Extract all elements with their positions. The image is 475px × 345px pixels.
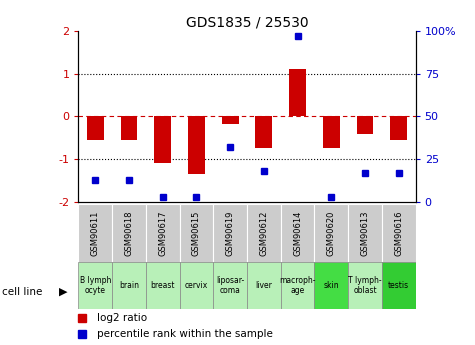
FancyBboxPatch shape [112, 262, 146, 309]
Bar [256, 117, 272, 148]
FancyBboxPatch shape [314, 262, 348, 309]
FancyBboxPatch shape [314, 204, 348, 264]
FancyBboxPatch shape [213, 262, 247, 309]
Bar [188, 117, 205, 174]
Text: GSM90611: GSM90611 [91, 211, 100, 256]
Text: cell line: cell line [2, 287, 43, 296]
FancyBboxPatch shape [382, 204, 416, 264]
FancyBboxPatch shape [146, 204, 180, 264]
Text: GSM90615: GSM90615 [192, 211, 201, 256]
Text: liposar-
coma: liposar- coma [216, 276, 244, 295]
FancyBboxPatch shape [180, 204, 213, 264]
Text: log2 ratio: log2 ratio [97, 313, 147, 323]
Bar [154, 117, 171, 164]
Text: macroph-
age: macroph- age [279, 276, 316, 295]
Text: GSM90613: GSM90613 [361, 211, 370, 256]
Bar [121, 117, 137, 140]
FancyBboxPatch shape [112, 204, 146, 264]
Text: GSM90619: GSM90619 [226, 211, 235, 256]
FancyBboxPatch shape [382, 262, 416, 309]
FancyBboxPatch shape [78, 262, 112, 309]
Text: GSM90617: GSM90617 [158, 211, 167, 256]
Text: GSM90618: GSM90618 [124, 211, 133, 256]
FancyBboxPatch shape [247, 204, 281, 264]
Text: GSM90620: GSM90620 [327, 211, 336, 256]
FancyBboxPatch shape [281, 204, 314, 264]
FancyBboxPatch shape [146, 262, 180, 309]
Title: GDS1835 / 25530: GDS1835 / 25530 [186, 16, 308, 30]
Text: skin: skin [323, 281, 339, 290]
Bar [390, 117, 407, 140]
Bar [87, 117, 104, 140]
Text: B lymph
ocyte: B lymph ocyte [79, 276, 111, 295]
Text: brain: brain [119, 281, 139, 290]
Text: GSM90612: GSM90612 [259, 211, 268, 256]
Text: GSM90614: GSM90614 [293, 211, 302, 256]
FancyBboxPatch shape [348, 262, 382, 309]
FancyBboxPatch shape [348, 204, 382, 264]
FancyBboxPatch shape [78, 204, 112, 264]
Bar [222, 117, 238, 124]
Text: cervix: cervix [185, 281, 208, 290]
Text: ▶: ▶ [59, 287, 68, 296]
FancyBboxPatch shape [247, 262, 281, 309]
FancyBboxPatch shape [180, 262, 213, 309]
Bar [289, 69, 306, 117]
Text: GSM90616: GSM90616 [394, 211, 403, 256]
Bar [357, 117, 373, 134]
Text: percentile rank within the sample: percentile rank within the sample [97, 329, 273, 339]
Text: liver: liver [256, 281, 272, 290]
FancyBboxPatch shape [213, 204, 247, 264]
FancyBboxPatch shape [281, 262, 314, 309]
Bar [323, 117, 340, 148]
Text: T lymph-
oblast: T lymph- oblast [348, 276, 382, 295]
Text: breast: breast [151, 281, 175, 290]
Text: testis: testis [388, 281, 409, 290]
